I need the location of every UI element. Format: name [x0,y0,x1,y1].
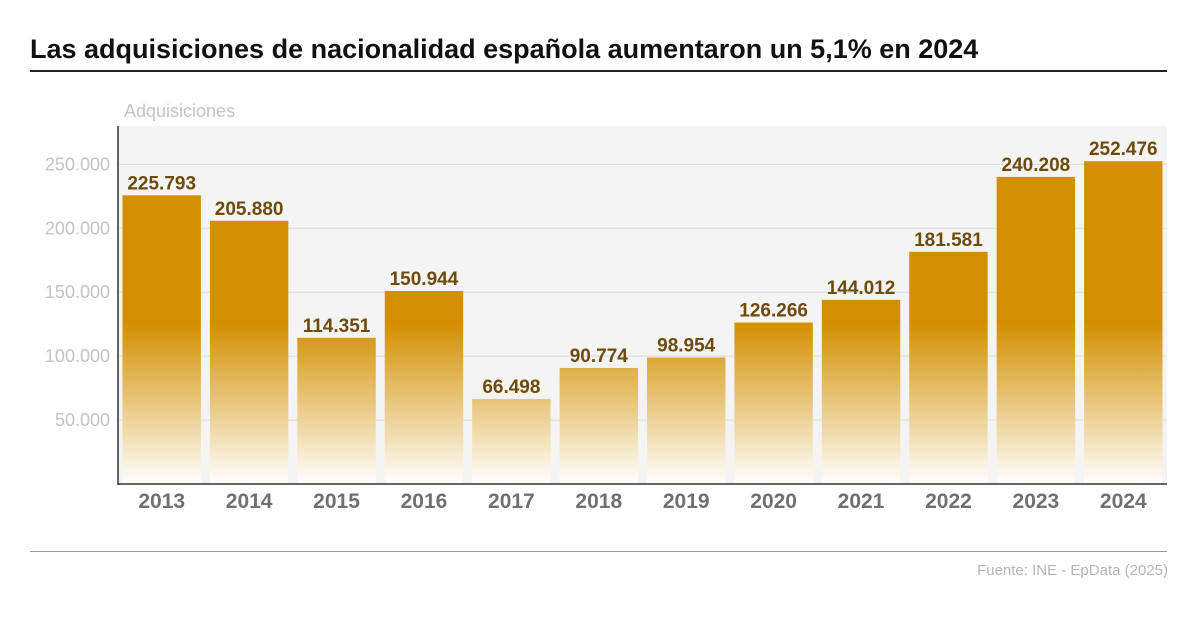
x-tick-label: 2022 [925,490,972,513]
x-tick-label: 2018 [575,490,622,513]
bar [909,251,988,484]
y-tick-label: 150.000 [45,282,110,302]
x-tick-label: 2014 [226,490,273,513]
bar [122,195,201,484]
data-label: 150.944 [390,269,459,290]
footer-divider [30,551,1167,552]
bar [1084,161,1163,484]
x-tick-label: 2023 [1013,490,1060,513]
x-tick-label: 2015 [313,490,360,513]
x-tick-label: 2016 [401,490,448,513]
bar [472,398,551,484]
data-label: 66.498 [482,377,540,398]
data-label: 252.476 [1089,139,1158,160]
data-label: 90.774 [570,346,629,367]
x-tick-label: 2024 [1100,490,1147,513]
bar [384,291,464,484]
x-tick-label: 2021 [838,490,885,513]
data-label: 225.793 [127,173,196,194]
x-tick-label: 2020 [750,490,797,513]
data-label: 114.351 [303,316,371,337]
data-label: 144.012 [827,278,896,299]
x-tick-label: 2017 [488,490,535,513]
bar [297,337,376,484]
data-label: 205.880 [215,199,284,220]
bar [821,299,901,484]
x-tick-label: 2019 [663,490,710,513]
chart-title: Las adquisiciones de nacionalidad españo… [30,34,979,64]
plot-area [118,126,1167,484]
y-axis-label: Adquisiciones [124,101,235,121]
y-tick-label: 250.000 [45,154,110,174]
source-note: Fuente: INE - EpData (2025) [977,562,1168,579]
y-tick-label: 50.000 [55,410,110,430]
bar [734,322,813,484]
bar [209,220,289,485]
y-tick-label: 200.000 [45,218,110,238]
data-label: 181.581 [914,230,983,251]
x-tick-label: 2013 [138,490,185,513]
bar [996,176,1076,485]
bar [647,357,726,484]
data-label: 98.954 [657,335,716,356]
data-label: 126.266 [739,301,808,322]
title-divider [30,70,1167,72]
data-label: 240.208 [1002,155,1071,176]
bar [559,367,638,484]
y-tick-label: 100.000 [45,346,110,366]
